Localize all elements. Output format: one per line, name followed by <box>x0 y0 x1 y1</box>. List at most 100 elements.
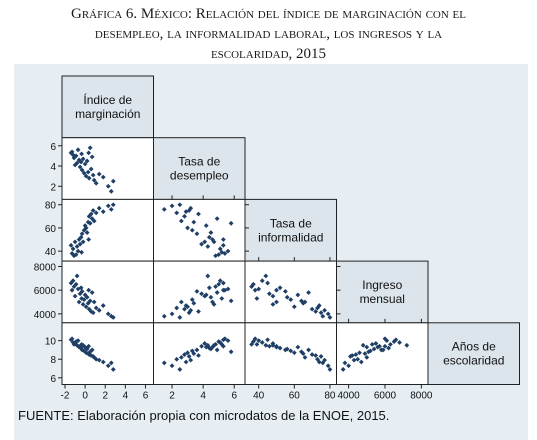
data-point <box>259 278 265 284</box>
data-point <box>191 351 197 357</box>
data-point <box>161 206 167 212</box>
data-point <box>69 251 75 256</box>
y-tick-label: 10 <box>45 337 57 348</box>
data-point <box>182 306 187 312</box>
figure-title: Gráfica 6. México: Relación del índice d… <box>0 4 537 64</box>
data-point <box>93 180 99 186</box>
y-tick-label: 2 <box>50 182 56 193</box>
figure-title-line-1: Gráfica 6. México: Relación del índice d… <box>71 6 466 22</box>
data-point <box>83 173 89 179</box>
data-point <box>194 288 200 294</box>
data-point <box>72 239 78 245</box>
variable-label-box <box>336 260 429 324</box>
data-point <box>214 347 220 353</box>
data-point <box>108 206 114 212</box>
y-tick-label: 80 <box>45 201 57 212</box>
data-point <box>306 347 311 353</box>
data-point <box>194 347 200 353</box>
data-point <box>196 353 201 358</box>
data-point <box>76 237 82 242</box>
data-point <box>265 337 270 343</box>
data-point <box>191 219 197 225</box>
x-tick-label: 4000 <box>337 391 360 402</box>
data-point <box>88 353 94 358</box>
data-point <box>313 309 319 314</box>
data-point <box>353 352 359 357</box>
x-tick-label: 2 <box>102 391 108 402</box>
data-point <box>80 239 86 245</box>
data-point <box>327 315 333 320</box>
data-point <box>93 305 99 311</box>
data-point <box>263 342 269 348</box>
data-point <box>69 287 75 293</box>
data-point <box>78 234 84 240</box>
data-point <box>75 338 81 344</box>
data-point <box>274 287 279 293</box>
data-point <box>75 147 81 153</box>
data-point <box>274 343 279 349</box>
data-point <box>188 205 194 211</box>
data-point <box>68 280 74 286</box>
data-point <box>77 241 83 247</box>
data-point <box>86 343 92 349</box>
data-point <box>378 347 384 353</box>
data-point <box>69 149 75 155</box>
x-tick-label: -2 <box>61 391 70 402</box>
data-point <box>391 339 397 344</box>
scatter-cell <box>153 260 246 324</box>
data-point <box>202 341 208 346</box>
data-point <box>364 354 370 360</box>
data-point <box>100 174 106 180</box>
data-point <box>213 284 218 290</box>
data-point <box>364 344 370 350</box>
data-point <box>348 354 353 359</box>
data-point <box>77 164 83 170</box>
data-point <box>362 351 368 357</box>
data-point <box>270 342 276 348</box>
variable-label: Índice de <box>83 92 132 107</box>
data-point <box>217 246 223 252</box>
data-point <box>183 209 189 215</box>
data-point <box>89 290 95 295</box>
data-point <box>69 336 75 342</box>
data-point <box>86 287 92 293</box>
data-point <box>90 310 96 316</box>
data-point <box>186 208 192 213</box>
x-tick-label: 6 <box>231 391 237 402</box>
data-point <box>100 303 106 308</box>
data-point <box>369 341 375 347</box>
data-point <box>196 309 201 314</box>
data-point <box>295 292 301 298</box>
data-point <box>84 230 90 235</box>
data-point <box>219 296 225 301</box>
data-point <box>199 343 204 349</box>
data-point <box>96 171 102 177</box>
data-point <box>316 359 322 365</box>
data-point <box>178 218 184 224</box>
data-point <box>384 338 390 344</box>
variable-label-box <box>244 198 337 262</box>
data-point <box>220 343 226 349</box>
y-tick-label: 40 <box>45 247 57 258</box>
variable-label: desempleo <box>170 169 229 183</box>
x-tick-label: 60 <box>289 391 301 402</box>
data-point <box>270 301 276 307</box>
data-point <box>208 230 214 235</box>
data-point <box>71 284 77 290</box>
data-point <box>105 363 111 369</box>
data-point <box>322 307 327 313</box>
x-tick-label: 4 <box>123 391 129 402</box>
data-point <box>169 203 175 209</box>
data-point <box>196 211 201 217</box>
data-point <box>81 297 87 303</box>
data-point <box>87 220 93 226</box>
data-point <box>288 348 294 354</box>
data-point <box>96 307 102 313</box>
data-point <box>318 310 324 316</box>
data-point <box>291 350 297 356</box>
data-point <box>76 299 82 305</box>
data-point <box>108 313 114 319</box>
data-point <box>263 273 269 279</box>
data-point <box>89 154 95 160</box>
